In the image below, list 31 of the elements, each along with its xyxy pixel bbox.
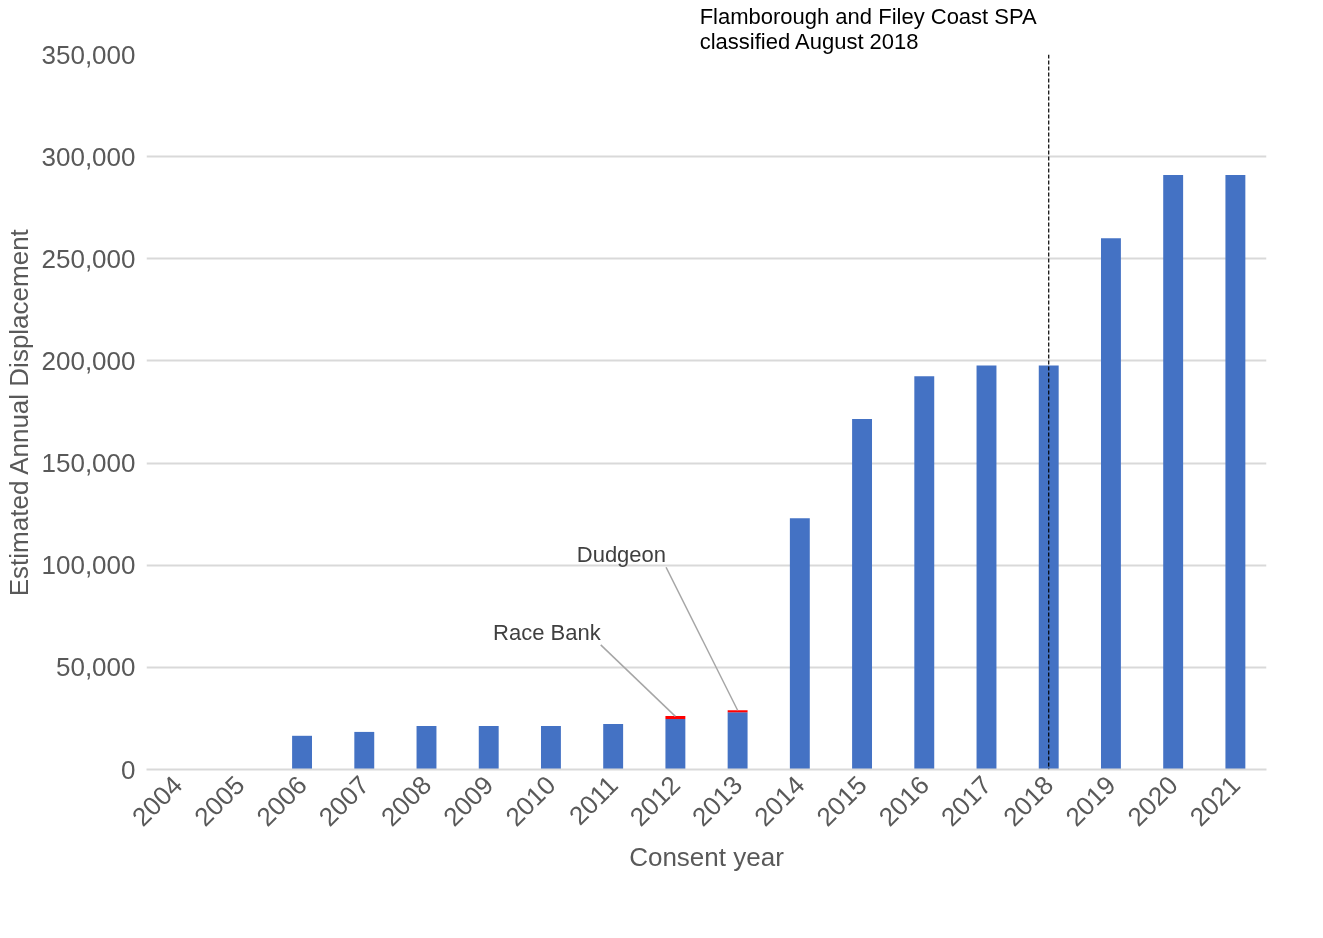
bar [1100, 238, 1121, 770]
y-tick-label: 50,000 [55, 652, 136, 683]
y-tick-label: 350,000 [41, 39, 136, 70]
bar [852, 418, 873, 770]
ref-line-label: Flamborough and Filey Coast SPA classified August 2018 [699, 3, 1038, 54]
y-tick-label: 250,000 [41, 243, 136, 274]
annotation: Race Bank [493, 619, 602, 645]
bar [665, 719, 686, 770]
bar [292, 735, 313, 770]
y-tick-label: 200,000 [41, 345, 136, 376]
bar [1225, 175, 1246, 770]
bar [727, 710, 748, 713]
bar [478, 725, 499, 770]
annotation: Dudgeon [576, 542, 667, 568]
bar [727, 712, 748, 770]
bar [603, 723, 624, 770]
y-tick-label: 100,000 [41, 550, 136, 581]
y-tick-label: 0 [121, 754, 136, 785]
bar [354, 731, 375, 770]
bar [976, 365, 997, 770]
bar [914, 376, 935, 770]
y-tick-label: 300,000 [41, 141, 136, 172]
y-tick-label: 150,000 [41, 448, 136, 479]
bar [416, 725, 437, 770]
bar [665, 715, 686, 720]
x-axis-title: Consent year [629, 842, 785, 873]
y-axis-title: Estimated Annual Displacement [3, 228, 34, 597]
bar [540, 725, 561, 770]
bar [1163, 175, 1184, 770]
bar [1038, 365, 1059, 770]
bar [789, 518, 810, 770]
